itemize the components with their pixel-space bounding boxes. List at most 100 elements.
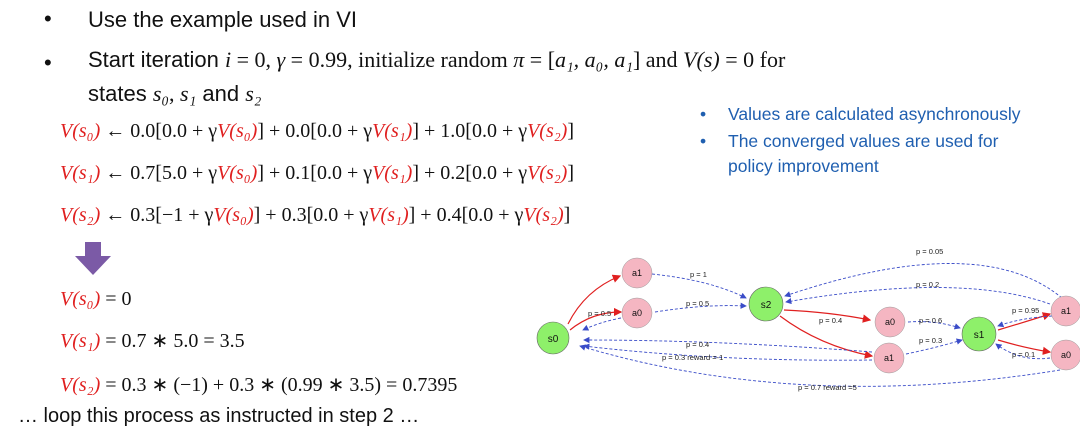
label-p03-rm1: p = 0.3 reward =-1 — [662, 353, 723, 362]
node-s1: s1 — [961, 316, 997, 352]
bullet-2-prefix: Start iteration — [88, 47, 225, 72]
node-s2: s2 — [748, 286, 784, 322]
edge-s2-a1 — [779, 315, 874, 359]
bullet-dot-2: • — [44, 50, 52, 75]
states-and: and — [196, 81, 246, 106]
eq3-rhs: ← 0.3[−1 + γ — [100, 204, 214, 226]
label-p04-a: p = 0.4 — [819, 316, 842, 325]
node-s1-label: s1 — [974, 330, 985, 341]
node-s0-label: s0 — [548, 334, 559, 345]
eq1-lhs: V(s₀) — [60, 120, 101, 142]
math-s0: s₀ — [152, 81, 170, 106]
node-a0-right: a0 — [1050, 339, 1080, 371]
label-p01: p = 0.1 — [1012, 350, 1035, 359]
eq3-mid2: ] + 0.4[0.0 + γ — [408, 204, 524, 226]
result-2-lhs: V(s₁) — [60, 330, 101, 352]
result-3-rhs: = 0.3 ∗ (−1) + 0.3 ∗ (0.99 ∗ 3.5) = 0.73… — [100, 374, 458, 396]
math-sep: , — [169, 81, 181, 106]
bullet-1-label: Use the example used in VI — [88, 7, 358, 32]
edge-a1right-s1 — [997, 315, 1053, 328]
math-eq4: = 0 for — [719, 47, 786, 72]
node-a1-top: a1 — [621, 257, 653, 289]
node-a0-mid: a0 — [874, 306, 906, 338]
math-pi: π — [513, 47, 525, 72]
label-p03: p = 0.3 — [919, 336, 942, 345]
note-bullet-2: • — [700, 131, 707, 151]
node-a0-mid-label: a0 — [885, 317, 895, 327]
edge-a1right-s2-02 — [785, 287, 1051, 305]
eq1-mid1: ] + 0.0[0.0 + γ — [257, 120, 373, 142]
eq1-end: ] — [567, 120, 575, 142]
result-1-lhs: V(s₀) — [60, 288, 101, 310]
note-bullet-1: • — [700, 104, 707, 124]
edge-s0-a0 — [569, 307, 623, 331]
math-s1: s₁ — [180, 81, 197, 106]
eq1-rhs: ← 0.0[0.0 + γ — [100, 120, 218, 142]
edge-s1-a1 — [997, 312, 1052, 331]
eq2-lhs: V(s₁) — [60, 162, 101, 184]
label-p095: p = 0.95 — [1012, 306, 1039, 315]
label-p07-r5: p = 0.7 reward =5 — [798, 383, 857, 392]
edge-a1mid-s1 — [905, 338, 963, 355]
equation-1: V(s₀) ← 0.0[0.0 + γV(s₀)] + 0.0[0.0 + γV… — [60, 120, 574, 143]
edge-a0left-s2 — [654, 302, 747, 313]
result-3: V(s₂) = 0.3 ∗ (−1) + 0.3 ∗ (0.99 ∗ 3.5) … — [60, 372, 457, 397]
edge-a0right-s0 — [579, 344, 1061, 387]
eq3-end: ] — [563, 204, 571, 226]
label-p02: p = 0.2 — [916, 280, 939, 289]
edge-a0right-s1 — [995, 343, 1051, 360]
node-a0-left-label: a0 — [632, 308, 642, 318]
equation-2: V(s₁) ← 0.7[5.0 + γV(s₀)] + 0.1[0.0 + γV… — [60, 162, 574, 185]
eq3-v0: V(s₀) — [213, 204, 254, 226]
bullet-dot-1: • — [44, 6, 52, 31]
edge-a1mid-s0-b — [583, 343, 873, 361]
edge-s1-a0 — [997, 339, 1052, 356]
eq2-rhs: ← 0.7[5.0 + γ — [100, 162, 218, 184]
eq3-v2: V(s₂) — [523, 204, 564, 226]
math-eq0: = 0, — [231, 47, 277, 72]
edge-s2-a0 — [783, 309, 872, 323]
eq2-v1: V(s₁) — [372, 162, 413, 184]
eq1-mid2: ] + 1.0[0.0 + γ — [412, 120, 528, 142]
eq1-v2: V(s₂) — [527, 120, 568, 142]
bullet-text-2-cont: states s₀, s₁ and s₂ — [88, 80, 261, 108]
result-3-lhs: V(s₂) — [60, 374, 101, 396]
label-p1: p = 1 — [690, 270, 707, 279]
mdp-graph: p = 1 p = 0.5 p = 0.5 p = 0.4 p = 0.4 p … — [536, 247, 1080, 392]
node-a1-top-label: a1 — [632, 268, 642, 278]
label-p04-b: p = 0.4 — [686, 340, 709, 349]
note-line-2: The converged values are used for — [728, 131, 999, 151]
math-vs: V(s) — [683, 47, 720, 72]
math-eq1: = 0.99, initialize random — [285, 47, 514, 72]
node-a1-mid: a1 — [873, 342, 905, 374]
result-2: V(s₁) = 0.7 ∗ 5.0 = 3.5 — [60, 328, 245, 353]
label-p06: p = 0.6 — [919, 316, 942, 325]
node-a1-mid-label: a1 — [884, 353, 894, 363]
edge-a1top-s2 — [651, 273, 747, 299]
eq1-v1: V(s₁) — [372, 120, 413, 142]
eq2-end: ] — [567, 162, 575, 184]
eq3-lhs: V(s₂) — [60, 204, 101, 226]
label-p005: p = 0.05 — [916, 247, 943, 256]
math-policy-list: a₁, a₀, a₁ — [555, 47, 633, 72]
eq2-mid2: ] + 0.2[0.0 + γ — [412, 162, 528, 184]
result-1-rhs: = 0 — [100, 288, 132, 310]
edge-a1right-s2-005 — [784, 263, 1063, 299]
edge-a0mid-s1 — [907, 321, 961, 330]
result-2-rhs: = 0.7 ∗ 5.0 = 3.5 — [100, 330, 245, 352]
node-a0-right-label: a0 — [1061, 350, 1071, 360]
note-text-1: Values are calculated asynchronously — [728, 104, 1020, 125]
math-eq3: ] and — [632, 47, 684, 72]
math-i: i — [224, 47, 232, 72]
note-line-1: Values are calculated asynchronously — [728, 104, 1021, 124]
edge-a1mid-s0 — [583, 336, 873, 353]
math-s2: s₂ — [245, 81, 262, 106]
eq3-mid1: ] + 0.3[0.0 + γ — [253, 204, 369, 226]
eq3-v1: V(s₁) — [368, 204, 409, 226]
down-arrow-icon — [75, 242, 111, 275]
node-a1-right: a1 — [1050, 295, 1080, 327]
node-s0: s0 — [536, 321, 570, 355]
math-gamma: γ — [276, 47, 286, 72]
bullet-text-1: Use the example used in VI — [88, 6, 357, 34]
node-a0-left: a0 — [621, 297, 653, 329]
